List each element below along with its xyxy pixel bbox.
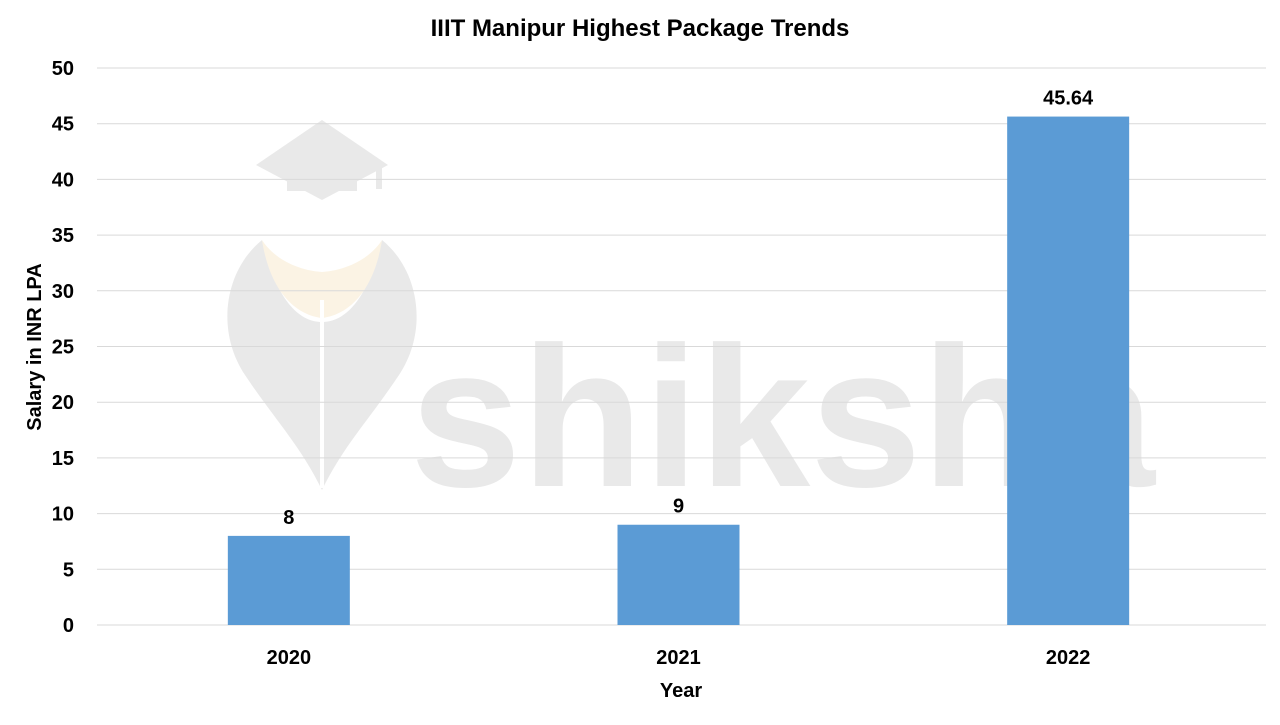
y-tick-label: 20	[52, 392, 74, 414]
x-tick-label-2020: 2020	[267, 647, 312, 669]
data-label-2022: 45.64	[1043, 88, 1094, 110]
y-tick-label: 0	[63, 615, 74, 637]
chart-title: IIIT Manipur Highest Package Trends	[431, 15, 850, 42]
data-label-2020: 8	[283, 507, 294, 529]
y-tick-label: 45	[52, 114, 74, 136]
y-tick-label: 35	[52, 225, 74, 247]
x-axis-title: Year	[660, 680, 702, 702]
y-tick-label: 50	[52, 58, 74, 80]
y-tick-label: 40	[52, 169, 74, 191]
data-label-2021: 9	[673, 496, 684, 518]
bars	[227, 116, 1130, 625]
y-tick-label: 5	[63, 559, 74, 581]
graduation-cap-icon	[256, 120, 388, 200]
y-tick-label: 25	[52, 337, 74, 359]
bar-2020	[227, 535, 350, 625]
x-axis-ticks: 2020 2021 2022	[267, 647, 1091, 669]
y-axis-title: Salary in INR LPA	[24, 263, 46, 430]
bar-2021	[617, 524, 740, 625]
x-tick-label-2021: 2021	[656, 647, 701, 669]
y-tick-label: 10	[52, 504, 74, 526]
y-tick-label: 15	[52, 448, 74, 470]
pen-nib-icon	[227, 240, 417, 490]
y-tick-label: 30	[52, 281, 74, 303]
bar-2022	[1007, 116, 1130, 625]
y-axis-ticks: 0 5 10 15 20 25 30 35 40 45 50	[52, 58, 74, 637]
x-tick-label-2022: 2022	[1046, 647, 1091, 669]
data-labels: 8 9 45.64	[283, 88, 1094, 529]
